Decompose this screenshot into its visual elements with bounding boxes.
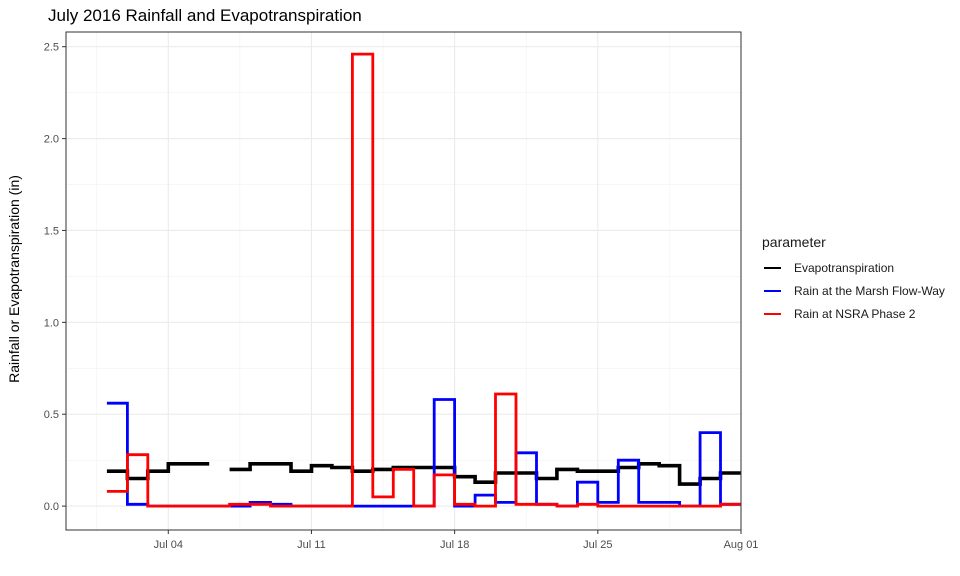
legend-label: Rain at the Marsh Flow-Way bbox=[794, 283, 945, 298]
plot-panel bbox=[66, 32, 741, 530]
legend-key-nsra bbox=[764, 312, 781, 315]
chart-title: July 2016 Rainfall and Evapotranspiratio… bbox=[48, 6, 362, 25]
y-axis-label: Rainfall or Evapotranspiration (in) bbox=[6, 175, 22, 383]
y-tick-label: 2.5 bbox=[44, 42, 59, 54]
legend-label: Rain at NSRA Phase 2 bbox=[794, 306, 916, 321]
y-tick-label: 2.0 bbox=[44, 134, 59, 146]
x-tick-label: Jul 04 bbox=[154, 539, 183, 551]
legend-item-marsh: Rain at the Marsh Flow-Way bbox=[762, 279, 945, 302]
legend-item-evapotranspiration: Evapotranspiration bbox=[762, 256, 945, 279]
legend-label: Evapotranspiration bbox=[794, 260, 895, 275]
legend-item-nsra: Rain at NSRA Phase 2 bbox=[762, 302, 945, 325]
x-tick-label: Jul 18 bbox=[440, 539, 469, 551]
series-rain-at-nsra-phase-2 bbox=[106, 52, 741, 508]
y-tick-label: 0.0 bbox=[44, 501, 59, 513]
y-tick-label: 0.5 bbox=[44, 409, 59, 421]
plot-border bbox=[65, 31, 742, 531]
y-tick-label: 1.0 bbox=[44, 317, 59, 329]
y-tick-label: 1.5 bbox=[44, 225, 59, 237]
legend-key-marsh bbox=[764, 289, 781, 292]
legend-title: parameter bbox=[762, 234, 826, 250]
x-tick-label: Jul 11 bbox=[297, 539, 326, 551]
x-tick-label: Jul 25 bbox=[583, 539, 612, 551]
x-tick-label: Aug 01 bbox=[724, 539, 759, 551]
legend: parameter Evapotranspiration Rain at the… bbox=[762, 234, 945, 325]
legend-key-evapotranspiration bbox=[764, 266, 781, 269]
